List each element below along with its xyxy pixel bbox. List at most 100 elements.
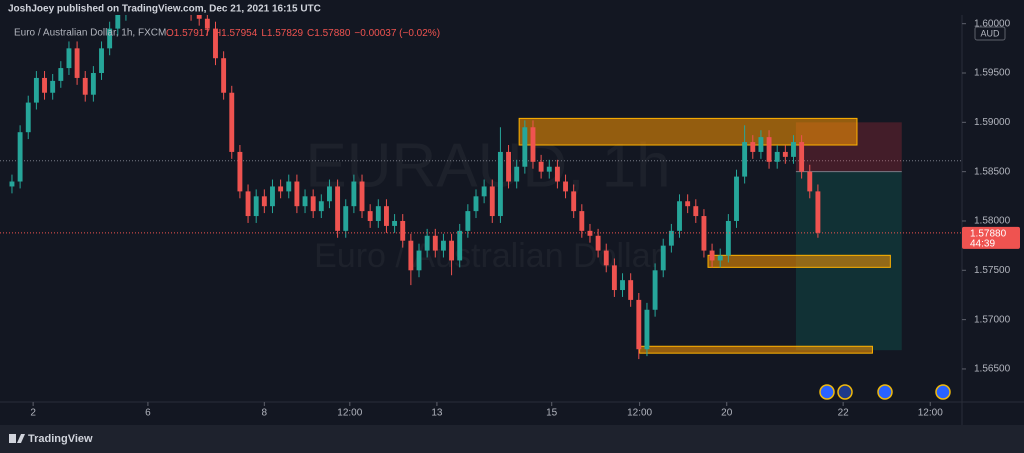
candle-body [497,151,503,217]
candle-body [668,230,674,246]
symbol-legend: Euro / Australian Dollar, 1h, FXCM [14,28,166,39]
candle-body [384,206,389,226]
ohlc-value: H1.57954 [214,28,258,39]
candle-body [432,235,438,251]
candle-body [359,181,365,212]
candle-body [9,181,15,187]
candle-body [440,240,446,251]
candle-body [701,216,707,251]
candle-body [74,48,80,78]
candle-body [58,68,64,81]
brand: TradingView [28,433,93,445]
candle-body [791,142,796,157]
candle-body [563,181,568,192]
currency-box [974,26,1006,41]
countdown: 44:39 [970,238,995,249]
candle-body [221,58,227,93]
candle-body [489,186,495,217]
x-tick-label: 12:00 [918,408,943,419]
y-tick-label: 1.59500 [974,68,1011,79]
candle-body [766,137,772,162]
candle-body [115,15,121,29]
footer-bar [0,425,1024,453]
candle-body [693,206,699,217]
candle-body [807,171,813,192]
candle-body [506,151,511,182]
candle-body [554,166,560,182]
candle-body [416,250,422,271]
x-tick-label: 12:00 [337,408,362,419]
ohlc-value: C1.57880 [307,28,351,39]
candle-body [628,280,634,300]
candle-body [457,230,463,261]
candle-body [603,250,609,266]
candle-body [611,265,617,291]
zone [639,345,873,354]
candle-body [424,235,430,251]
candle-body [261,196,267,207]
logo-mark [17,434,25,443]
candle-body [286,181,292,192]
candle-body [367,211,373,221]
candle-body [99,48,104,74]
ohlc-value: O1.57917 [166,28,210,39]
candle-body [33,77,39,103]
candle-body [546,166,552,172]
candle-body [196,15,202,19]
candle-body [107,28,113,49]
candle-body [392,220,398,226]
candle-body [587,230,593,236]
candle-body [652,270,658,310]
candle-body [620,280,625,291]
candle-body [538,161,544,172]
candle-body [473,196,479,212]
candle-body [229,92,235,152]
logo [9,434,25,443]
candle-body [742,142,748,177]
y-tick-label: 1.58000 [974,216,1011,227]
candle-body [685,201,691,207]
candle-body [481,186,487,197]
candle-body [204,18,210,29]
x-tick-label: 13 [431,408,443,419]
y-tick-label: 1.57000 [974,314,1011,325]
candle-body [514,166,520,182]
candle-body [253,196,259,217]
last-price-label: 1.57880 [970,228,1007,239]
candle-body [717,255,723,261]
candle-body [815,191,821,233]
candle-body [400,220,406,241]
candle-body [375,206,381,221]
candle-body [335,186,341,231]
event-icon[interactable] [819,384,835,400]
candle-body [25,102,31,133]
candle-body [302,196,308,207]
candle-body [595,235,601,251]
event-icon[interactable] [877,384,893,400]
y-tick-label: 1.57500 [974,265,1011,276]
event-icon[interactable] [837,384,853,400]
candle-body [799,142,805,172]
y-tick-label: 1.60000 [974,18,1011,29]
candle-body [660,245,666,271]
x-tick-label: 15 [546,408,558,419]
candle-body [42,77,47,93]
candle-body [245,191,251,217]
y-tick-label: 1.56500 [974,364,1011,375]
ohlc-value: L1.57829 [261,28,303,39]
candle-body [758,137,764,152]
candle-body [677,201,682,231]
event-icon[interactable] [935,384,951,400]
currency-label: AUD [980,28,1000,38]
x-tick-label: 22 [838,408,850,419]
candle-body [644,309,650,350]
candle-body [50,80,56,93]
event-icons [819,384,951,400]
y-tick-label: 1.58500 [974,166,1011,177]
candle-body [522,127,528,167]
candle-body [278,186,284,192]
candle-body [294,181,300,207]
ohlc-value: −0.00037 (−0.02%) [354,28,440,39]
